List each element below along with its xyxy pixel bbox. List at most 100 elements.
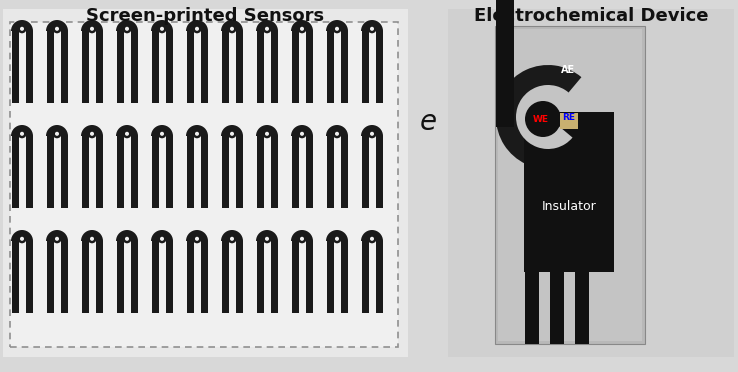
Bar [271, 31, 277, 103]
Circle shape [370, 27, 374, 31]
Circle shape [368, 129, 376, 138]
Circle shape [297, 234, 306, 243]
Bar [306, 241, 313, 313]
Wedge shape [263, 132, 271, 136]
Wedge shape [53, 132, 61, 136]
Circle shape [20, 27, 24, 31]
Circle shape [263, 129, 272, 138]
Wedge shape [46, 125, 68, 136]
Wedge shape [368, 27, 376, 31]
Wedge shape [228, 132, 236, 136]
Circle shape [227, 24, 236, 33]
Circle shape [265, 27, 269, 31]
Wedge shape [81, 125, 103, 136]
Circle shape [297, 129, 306, 138]
Wedge shape [221, 20, 243, 31]
Bar [152, 31, 159, 103]
Bar [117, 31, 124, 103]
Bar [257, 241, 263, 313]
Wedge shape [326, 125, 348, 136]
Circle shape [300, 27, 304, 31]
Wedge shape [88, 27, 96, 31]
Bar [327, 31, 334, 103]
Circle shape [157, 129, 167, 138]
Circle shape [18, 234, 27, 243]
Bar [82, 241, 89, 313]
Bar [362, 241, 369, 313]
Wedge shape [116, 125, 138, 136]
Wedge shape [123, 237, 131, 241]
Circle shape [195, 237, 199, 241]
Wedge shape [186, 230, 208, 241]
Circle shape [333, 129, 342, 138]
Wedge shape [256, 125, 278, 136]
Bar [61, 31, 68, 103]
Text: Electrochemical Device: Electrochemical Device [474, 7, 708, 25]
Wedge shape [151, 125, 173, 136]
Bar [327, 241, 334, 313]
Circle shape [300, 237, 304, 241]
Bar [292, 31, 299, 103]
Wedge shape [151, 230, 173, 241]
Circle shape [230, 27, 234, 31]
Circle shape [297, 24, 306, 33]
Bar [82, 31, 89, 103]
Bar [46, 31, 54, 103]
Bar [292, 241, 299, 313]
Circle shape [160, 27, 164, 31]
Bar [448, 9, 734, 357]
Circle shape [227, 129, 236, 138]
Bar [257, 136, 263, 208]
Wedge shape [368, 237, 376, 241]
Wedge shape [53, 27, 61, 31]
Circle shape [52, 129, 61, 138]
Bar [166, 241, 173, 313]
Wedge shape [53, 237, 61, 241]
Wedge shape [88, 237, 96, 241]
Bar [131, 31, 138, 103]
Circle shape [52, 234, 61, 243]
Circle shape [55, 27, 59, 31]
Circle shape [90, 132, 94, 136]
Circle shape [55, 132, 59, 136]
Bar [96, 136, 103, 208]
Circle shape [525, 101, 561, 137]
Bar [257, 31, 263, 103]
Wedge shape [18, 132, 26, 136]
Circle shape [88, 24, 97, 33]
Circle shape [335, 237, 339, 241]
Text: RE: RE [562, 112, 576, 122]
Bar [235, 136, 243, 208]
Wedge shape [263, 237, 271, 241]
Bar [575, 239, 589, 344]
Bar [524, 112, 614, 272]
Bar [166, 31, 173, 103]
Bar [10, 22, 398, 347]
Circle shape [263, 24, 272, 33]
Circle shape [370, 132, 374, 136]
Wedge shape [496, 65, 582, 169]
Wedge shape [151, 20, 173, 31]
Wedge shape [11, 20, 33, 31]
Bar [152, 241, 159, 313]
Wedge shape [333, 237, 341, 241]
Bar [560, 113, 578, 129]
Bar [117, 241, 124, 313]
Circle shape [20, 132, 24, 136]
Wedge shape [368, 132, 376, 136]
Circle shape [157, 24, 167, 33]
Bar [187, 136, 194, 208]
Wedge shape [263, 27, 271, 31]
Bar [376, 31, 383, 103]
Wedge shape [46, 20, 68, 31]
Bar [61, 241, 68, 313]
Bar [495, 26, 645, 344]
Circle shape [125, 27, 129, 31]
Circle shape [123, 24, 131, 33]
Circle shape [125, 237, 129, 241]
Circle shape [123, 234, 131, 243]
Text: e: e [419, 108, 437, 136]
Wedge shape [158, 132, 166, 136]
Circle shape [20, 237, 24, 241]
Bar [201, 31, 208, 103]
